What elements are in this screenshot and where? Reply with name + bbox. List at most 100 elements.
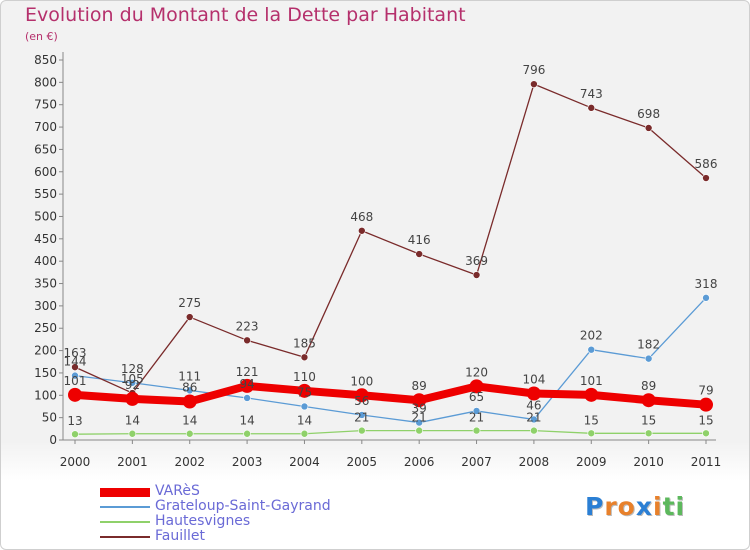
series-point	[415, 418, 423, 427]
chart-legend: VARèS Grateloup-Saint-Gayrand Hautesvignes…	[100, 484, 331, 544]
legend-item: Fauillet	[100, 529, 331, 544]
series-point	[128, 378, 137, 387]
series-point	[702, 429, 710, 438]
data-label: 586	[695, 157, 718, 171]
series-point	[530, 426, 538, 435]
chart-title: Evolution du Montant de la Dette par Hab…	[25, 4, 466, 26]
data-label: 101	[64, 374, 87, 388]
proxiti-logo: Proxiti	[585, 492, 685, 521]
series-point	[297, 383, 312, 398]
data-label: 105	[121, 372, 144, 386]
x-tick-label: 2009	[576, 455, 607, 469]
data-label: 89	[641, 379, 656, 393]
series-point	[699, 397, 713, 412]
series-point	[530, 415, 538, 424]
y-tick-label: 800	[34, 75, 57, 89]
series-point	[300, 353, 309, 362]
data-label: 46	[526, 398, 541, 412]
series-point	[68, 387, 82, 402]
series-point	[412, 393, 427, 408]
logo-letter: t	[662, 492, 676, 521]
legend-swatch	[100, 521, 150, 523]
series-point	[71, 371, 79, 380]
data-label: 92	[125, 378, 140, 392]
logo-letter: r	[604, 492, 618, 521]
series-point	[415, 426, 423, 435]
series-point	[71, 430, 79, 438]
series-point	[125, 391, 140, 406]
series-line	[74, 83, 707, 394]
series-point	[182, 394, 197, 409]
data-label: 743	[580, 87, 603, 101]
series-point	[587, 104, 596, 112]
series-point	[469, 379, 484, 394]
series-line	[74, 297, 707, 424]
legend-label: VARèS	[155, 483, 200, 499]
y-tick-label: 750	[34, 98, 57, 112]
x-tick-label: 2003	[232, 455, 263, 469]
y-tick-label: 650	[34, 142, 57, 156]
series-point	[185, 313, 194, 321]
x-tick-label: 2005	[347, 455, 378, 469]
y-tick-label: 300	[34, 299, 57, 313]
logo-letter: P	[585, 492, 605, 521]
legend-label: Grateloup-Saint-Gayrand	[155, 498, 331, 514]
data-label: 65	[469, 390, 484, 404]
data-label: 182	[637, 338, 660, 352]
x-tick-label: 2008	[519, 455, 550, 469]
legend-item: VARèS	[100, 484, 331, 499]
data-label: 75	[297, 385, 312, 399]
data-label: 39	[412, 402, 427, 416]
y-tick-label: 600	[34, 165, 57, 179]
data-label: 14	[239, 414, 254, 428]
data-label: 86	[182, 381, 197, 395]
legend-swatch	[100, 536, 150, 538]
data-label: 14	[125, 414, 140, 428]
series-point	[587, 429, 596, 438]
y-tick-label: 0	[49, 433, 57, 447]
y-tick-label: 100	[34, 388, 57, 402]
x-tick-label: 2010	[633, 455, 664, 469]
series-line	[74, 429, 706, 435]
data-label: 15	[698, 413, 713, 427]
legend-swatch	[100, 506, 150, 508]
series-point	[644, 429, 653, 438]
data-label: 468	[350, 210, 373, 224]
legend-item: Grateloup-Saint-Gayrand	[100, 499, 331, 514]
y-tick-label: 400	[34, 254, 57, 268]
data-label: 223	[236, 319, 259, 333]
x-tick-label: 2011	[691, 455, 722, 469]
series-point	[530, 80, 538, 88]
x-tick-label: 2001	[117, 455, 148, 469]
series-point	[243, 429, 251, 438]
data-label: 796	[522, 63, 545, 77]
y-tick-label: 850	[34, 53, 57, 67]
data-label: 79	[698, 384, 713, 398]
data-label: 14	[182, 414, 197, 428]
legend-swatch	[100, 487, 150, 497]
logo-letter: i	[675, 492, 686, 521]
data-label: 202	[580, 329, 603, 343]
data-label: 275	[178, 296, 201, 310]
data-label: 15	[584, 413, 599, 427]
data-label: 94	[239, 377, 254, 391]
logo-letter: i	[653, 492, 663, 521]
y-tick-label: 450	[34, 232, 57, 246]
series-point	[702, 174, 710, 182]
data-label: 21	[526, 411, 541, 425]
series-point	[240, 378, 255, 393]
y-tick-label: 550	[34, 187, 57, 201]
data-label: 14	[297, 414, 312, 428]
series-point	[185, 429, 194, 438]
series-point	[358, 411, 366, 419]
x-tick-label: 2007	[461, 455, 492, 469]
series-point	[243, 336, 251, 345]
series-point	[71, 363, 79, 371]
y-tick-label: 150	[34, 366, 57, 380]
series-line	[74, 381, 707, 409]
series-point	[358, 226, 366, 235]
data-label: 21	[354, 411, 369, 425]
data-label: 318	[695, 277, 718, 291]
data-label: 369	[465, 254, 488, 268]
